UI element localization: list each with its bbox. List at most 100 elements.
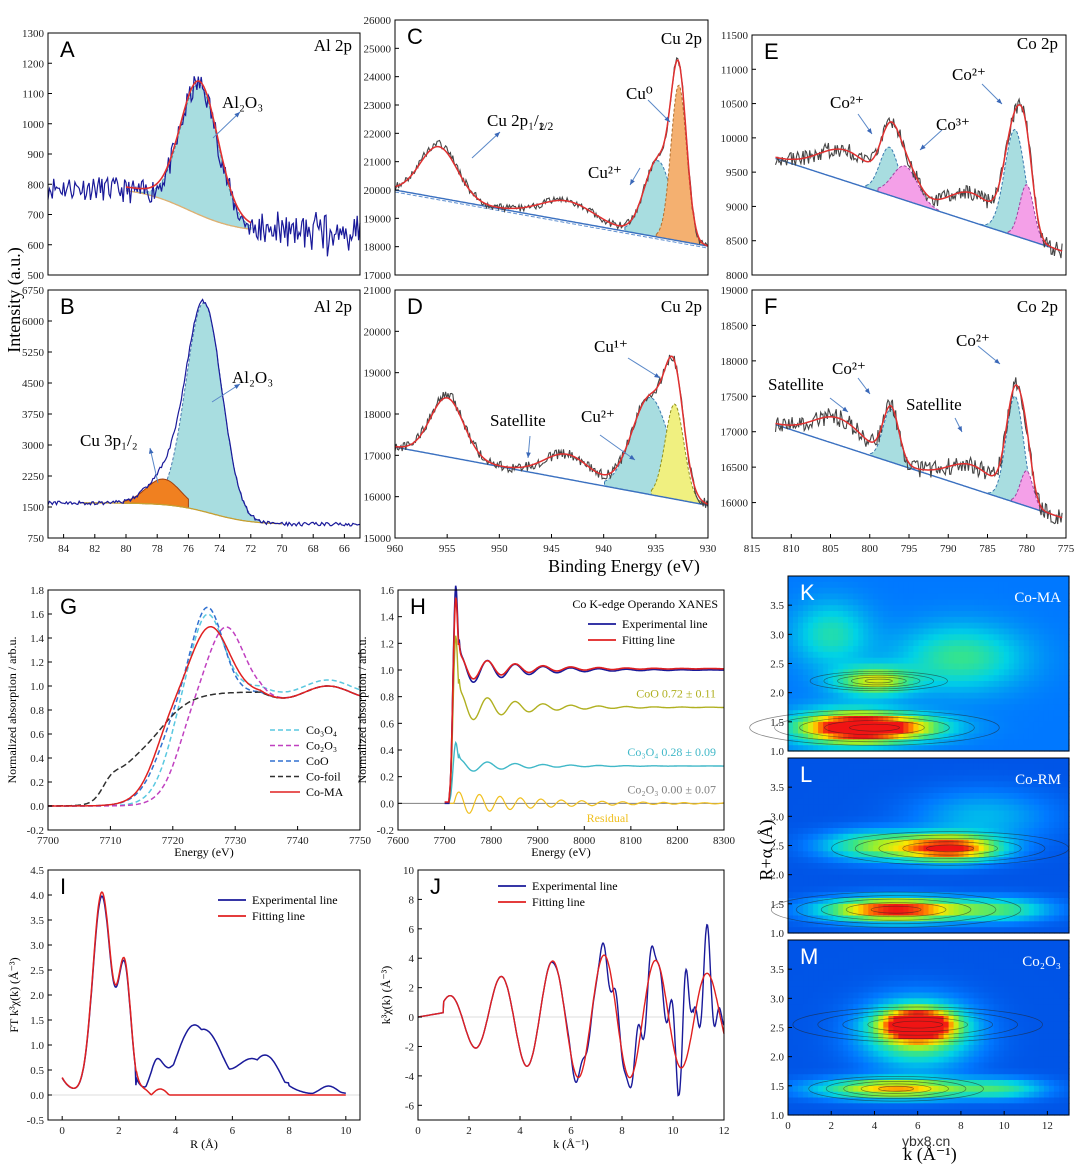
heatmap-cell bbox=[848, 868, 854, 876]
heatmap-cell bbox=[803, 880, 809, 887]
heatmap-cell bbox=[823, 640, 829, 647]
heatmap-cell bbox=[888, 1097, 894, 1104]
heatmap-cell bbox=[858, 611, 864, 618]
heatmap-cell bbox=[963, 903, 970, 911]
heatmap-cell bbox=[898, 839, 904, 847]
heatmap-cell bbox=[818, 1033, 824, 1040]
heatmap-cell bbox=[1059, 704, 1065, 711]
heatmap-cell bbox=[803, 1010, 809, 1017]
experimental-line bbox=[61, 895, 346, 1095]
heatmap-cell bbox=[808, 1045, 814, 1052]
heatmap-cell bbox=[1028, 921, 1035, 928]
heatmap-cell bbox=[923, 721, 930, 729]
heatmap-cell bbox=[873, 593, 879, 600]
heatmap-cell bbox=[853, 986, 859, 994]
heatmap-cell bbox=[953, 587, 960, 595]
heatmap-cell bbox=[888, 793, 894, 800]
heatmap-cell bbox=[873, 833, 879, 841]
heatmap-cell bbox=[953, 1039, 960, 1046]
heatmap-cell bbox=[853, 651, 859, 659]
heatmap-cell bbox=[1018, 898, 1025, 905]
heatmap-cell bbox=[938, 863, 945, 870]
heatmap-cell bbox=[928, 951, 935, 959]
heatmap-cell bbox=[823, 763, 829, 771]
heatmap-cell bbox=[993, 886, 1000, 893]
heatmap-cell bbox=[898, 863, 904, 870]
heatmap-cell bbox=[793, 951, 799, 959]
heatmap-cell bbox=[963, 998, 970, 1005]
heatmap-cell bbox=[873, 1056, 879, 1064]
x-tick-label: 8100 bbox=[620, 835, 643, 847]
heatmap-cell bbox=[793, 839, 799, 847]
heatmap-cell bbox=[813, 593, 819, 600]
heatmap-cell bbox=[983, 758, 990, 765]
heatmap-cell bbox=[888, 857, 894, 864]
heatmap-cell bbox=[963, 793, 970, 800]
heatmap-cell bbox=[863, 599, 869, 606]
heatmap-cell bbox=[938, 857, 945, 864]
heatmap-cell bbox=[1018, 804, 1025, 812]
heatmap-cell bbox=[903, 816, 909, 823]
heatmap-cell bbox=[878, 1109, 884, 1116]
contour-ring bbox=[926, 844, 975, 853]
heatmap-cell bbox=[883, 611, 889, 618]
heatmap-cell bbox=[963, 1068, 970, 1075]
heatmap-cell bbox=[803, 640, 809, 647]
heatmap-cell bbox=[908, 874, 914, 882]
heatmap-cell bbox=[923, 576, 930, 583]
heatmap-cell bbox=[998, 605, 1005, 612]
heatmap-cell bbox=[873, 745, 879, 752]
heatmap-cell bbox=[1048, 822, 1055, 829]
heatmap-cell bbox=[838, 839, 844, 847]
heatmap-cell bbox=[948, 822, 955, 829]
heatmap-cell bbox=[918, 1010, 925, 1017]
heatmap-cell bbox=[968, 898, 975, 905]
heatmap-cell bbox=[1064, 651, 1070, 659]
heatmap-cell bbox=[848, 787, 854, 794]
heatmap-cell bbox=[868, 1021, 874, 1029]
heatmap-cell bbox=[858, 599, 864, 606]
heatmap-cell bbox=[1033, 857, 1040, 864]
heatmap-cell bbox=[983, 781, 990, 788]
heatmap-cell bbox=[808, 828, 814, 835]
heatmap-cell bbox=[958, 992, 965, 999]
heatmap-cell bbox=[973, 998, 980, 1005]
heatmap-cell bbox=[1048, 851, 1055, 858]
heatmap-cell bbox=[938, 663, 945, 670]
heatmap-cell bbox=[853, 857, 859, 864]
heatmap-cell bbox=[928, 898, 935, 905]
heatmap-cell bbox=[1043, 576, 1050, 583]
heatmap-cell bbox=[1043, 651, 1050, 659]
heatmap-cell bbox=[823, 599, 829, 606]
heatmap-cell bbox=[898, 634, 904, 641]
heatmap-cell bbox=[803, 874, 809, 882]
heatmap-cell bbox=[803, 845, 809, 852]
heatmap-cell bbox=[798, 622, 804, 630]
heatmap-cell bbox=[883, 763, 889, 771]
heatmap-cell bbox=[813, 1033, 819, 1040]
heatmap-cell bbox=[978, 622, 985, 630]
heatmap-cell bbox=[923, 692, 930, 700]
heatmap-cell bbox=[898, 828, 904, 835]
heatmap-cell bbox=[978, 727, 985, 735]
heatmap-cell bbox=[908, 851, 914, 858]
heatmap-cell bbox=[868, 622, 874, 630]
heatmap-cell bbox=[858, 793, 864, 800]
heatmap-cell bbox=[813, 733, 819, 740]
annotation-arrowhead bbox=[866, 128, 872, 134]
heatmap-cell bbox=[1043, 634, 1050, 641]
heatmap-cell bbox=[858, 798, 864, 806]
heatmap-cell bbox=[798, 675, 804, 682]
heatmap-cell bbox=[793, 816, 799, 823]
y-tick-label: -0.2 bbox=[377, 825, 394, 837]
heatmap-cell bbox=[1048, 868, 1055, 876]
heatmap-cell bbox=[1043, 833, 1050, 841]
heatmap-cell bbox=[938, 704, 945, 711]
panel-letter: A bbox=[60, 37, 75, 62]
heatmap-cell bbox=[833, 1056, 839, 1064]
heatmap-cell bbox=[953, 657, 960, 665]
y-tick-label: -0.2 bbox=[27, 825, 44, 837]
heatmap-cell bbox=[1008, 898, 1015, 905]
heatmap-cell bbox=[928, 1010, 935, 1017]
